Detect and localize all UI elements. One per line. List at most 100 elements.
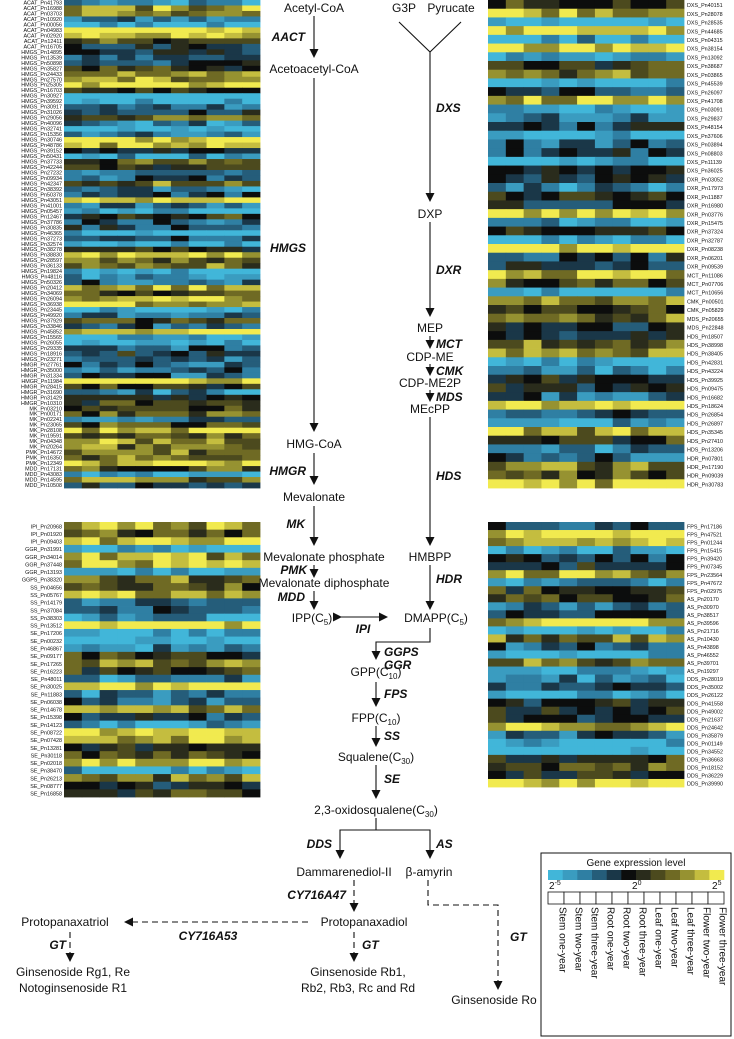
heatmap-cell <box>541 26 560 36</box>
heatmap-cell <box>170 422 190 429</box>
heatmap-cell <box>81 438 101 445</box>
heatmap-cell <box>648 191 667 201</box>
heatmap-upper-right: DXS_Pn40151DXS_Pn28078DXS_Pn28535DXS_Pn4… <box>488 0 724 488</box>
heatmap-cell <box>153 219 172 226</box>
heatmap-cell <box>242 71 261 78</box>
heatmap-cell <box>488 427 507 437</box>
heatmap-cell <box>541 392 560 402</box>
heatmap-cell <box>242 180 261 187</box>
heatmap-cell <box>188 169 207 176</box>
gene-label: DDS_Pn36663 <box>687 757 723 763</box>
heatmap-cell <box>206 148 225 154</box>
heatmap-cell <box>505 130 525 140</box>
heatmap-cell <box>505 78 525 88</box>
enzyme-labels: AACT HMGS HMGR MK PMK MDD DXS DXR MCT CM… <box>49 30 528 952</box>
heatmap-cell <box>612 714 631 724</box>
heatmap-cell <box>666 322 685 332</box>
heatmap-cell <box>206 16 225 23</box>
heatmap-cell <box>242 120 261 127</box>
heatmap-cell <box>117 705 136 714</box>
heatmap-cell <box>523 78 542 88</box>
heatmap-cell <box>117 560 136 569</box>
heatmap-cell <box>488 650 507 659</box>
legend-sample-box <box>579 891 597 905</box>
heatmap-cell <box>523 244 542 254</box>
enzyme-cy716a47: CY716A47 <box>287 888 347 902</box>
node-gpp: GPP(C10) <box>351 665 402 681</box>
gene-label: HMGS_Pn30835 <box>21 225 62 231</box>
heatmap-cell <box>81 82 101 89</box>
gene-label: HMGS_Pn30746 <box>21 138 62 144</box>
heatmap-cell <box>577 43 596 53</box>
heatmap-cell <box>81 378 101 385</box>
heatmap-cell <box>594 148 614 158</box>
heatmap-cell <box>206 142 225 149</box>
heatmap-cell <box>541 682 560 692</box>
heatmap-cell <box>541 658 560 667</box>
heatmap-cell <box>488 244 507 254</box>
gene-label: AS_Pn19297 <box>687 669 719 675</box>
heatmap-cell <box>594 562 614 571</box>
heatmap-cell <box>64 301 83 308</box>
heatmap-cell <box>99 598 118 607</box>
heatmap-cell <box>488 546 507 555</box>
heatmap-cell <box>64 751 83 760</box>
heatmap-cell <box>577 8 596 18</box>
heatmap-cell <box>135 378 154 385</box>
gene-label: DXS_Pn08803 <box>687 151 723 157</box>
heatmap-cell <box>523 305 542 315</box>
heatmap-cell <box>630 690 649 700</box>
heatmap-cell <box>188 38 207 45</box>
heatmap-cell <box>117 142 136 149</box>
heatmap-cell <box>170 235 190 242</box>
gene-label: DXS_Pn04315 <box>687 38 723 44</box>
heatmap-cell <box>505 392 525 402</box>
heatmap-cell <box>135 202 154 209</box>
gene-label: SE_Pn16858 <box>30 792 62 798</box>
heatmap-cell <box>64 137 83 143</box>
heatmap-cell <box>135 449 154 456</box>
heatmap-cell <box>541 0 560 10</box>
heatmap-cell <box>224 137 243 143</box>
heatmap-cell <box>666 522 685 531</box>
heatmap-cell <box>224 383 243 390</box>
heatmap-cell <box>648 538 667 547</box>
heatmap-cell <box>505 706 525 716</box>
heatmap-cell <box>81 690 101 699</box>
heatmap-cell <box>153 301 172 308</box>
heatmap-cell <box>81 318 101 324</box>
heatmap-cell <box>135 334 154 341</box>
heatmap-cell <box>99 10 118 17</box>
heatmap-cell <box>188 16 207 23</box>
heatmap-cell <box>206 241 225 248</box>
heatmap-cell <box>64 32 83 39</box>
node-hmbpp: HMBPP <box>409 550 452 564</box>
heatmap-cell <box>666 746 685 756</box>
heatmap-cell <box>488 578 507 587</box>
heatmap-cell <box>117 449 136 456</box>
heatmap-cell <box>81 367 101 374</box>
enzyme-ggps: GGPS <box>384 645 419 659</box>
heatmap-cell <box>242 781 261 790</box>
heatmap-cell <box>224 674 243 683</box>
heatmap-cell <box>648 244 667 254</box>
heatmap-cell <box>206 93 225 100</box>
heatmap-cell <box>188 720 207 729</box>
gene-label: HMGS_Pn40096 <box>21 121 62 127</box>
heatmap-cell <box>666 305 685 315</box>
heatmap-cell <box>99 389 118 396</box>
heatmap-cell <box>648 470 667 480</box>
heatmap-cell <box>188 356 207 363</box>
gene-label: SE_Pn38470 <box>30 769 62 775</box>
heatmap-cell <box>117 389 136 396</box>
heatmap-cell <box>541 602 560 611</box>
heatmap-cell <box>81 27 101 34</box>
heatmap-cell <box>153 560 172 569</box>
heatmap-cell <box>242 460 261 467</box>
heatmap-cell <box>64 241 83 248</box>
heatmap-cell <box>488 148 507 158</box>
heatmap-cell <box>170 606 190 615</box>
heatmap-cell <box>135 169 154 176</box>
heatmap-cell <box>630 427 649 437</box>
heatmap-cell <box>81 54 101 61</box>
